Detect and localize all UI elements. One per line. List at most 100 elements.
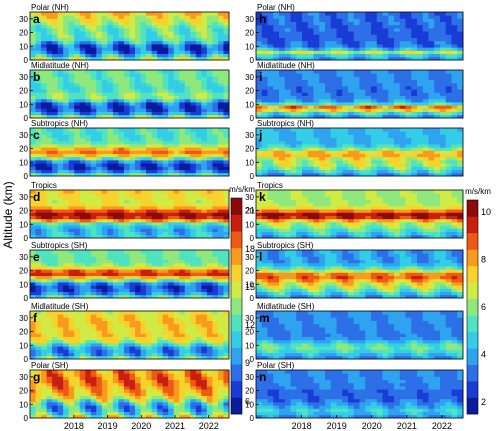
heatmap-cell [184, 98, 191, 103]
heatmap-cell [422, 18, 429, 22]
heatmap-cell [90, 282, 97, 286]
heatmap-cell [434, 105, 441, 109]
heatmap-cell [217, 389, 224, 393]
heatmap-cell [129, 202, 136, 207]
y-tick-label: 20 [19, 387, 28, 396]
heatmap-cell [41, 339, 47, 344]
heatmap-cell [57, 15, 64, 19]
heatmap-cell [428, 53, 435, 58]
heatmap-cell [325, 12, 332, 16]
heatmap-cell [63, 285, 70, 289]
heatmap-cell [179, 105, 186, 109]
heatmap-cell [101, 163, 108, 167]
heatmap-cell [85, 379, 92, 384]
heatmap-cell [162, 89, 169, 93]
heatmap-cell [348, 50, 355, 54]
heatmap-cell [256, 76, 263, 80]
heatmap-cell [79, 408, 86, 412]
heatmap-cell [212, 346, 219, 350]
heatmap-cell [382, 21, 389, 26]
heatmap-cell [302, 79, 309, 84]
heatmap-cell [57, 111, 64, 116]
heatmap-cell [179, 56, 186, 61]
heatmap-cell [359, 70, 366, 74]
heatmap-cell [445, 86, 452, 90]
heatmap-cell [307, 40, 314, 45]
heatmap-cell [79, 76, 86, 80]
heatmap-cell [217, 44, 224, 48]
heatmap-cell [146, 34, 153, 38]
heatmap-cell [85, 166, 92, 170]
heatmap-cell [168, 323, 175, 328]
heatmap-cell [162, 79, 169, 84]
heatmap-cell [162, 330, 169, 334]
heatmap-cell [101, 212, 108, 216]
heatmap-cell [157, 111, 164, 116]
heatmap-cell [302, 111, 309, 116]
heatmap-cell [157, 330, 164, 334]
heatmap-cell [376, 12, 383, 16]
heatmap-cell [63, 202, 70, 207]
heatmap-cell [79, 209, 86, 213]
heatmap-cell [212, 411, 219, 416]
heatmap-cell [46, 376, 53, 380]
heatmap-cell [74, 218, 81, 223]
heatmap-cell [457, 82, 464, 87]
heatmap-cell [179, 166, 186, 170]
heatmap-cell [201, 114, 208, 119]
heatmap-cell [206, 160, 213, 164]
heatmap-cell [30, 282, 36, 286]
heatmap-cell [112, 50, 119, 54]
heatmap-cell [129, 231, 136, 236]
heatmap-cell [342, 86, 349, 90]
heatmap-cell [440, 70, 447, 74]
heatmap-cell [201, 153, 208, 158]
heatmap-cell [201, 209, 208, 213]
heatmap-cell [179, 379, 186, 384]
heatmap-cell [96, 269, 103, 273]
heatmap-cell [261, 76, 268, 80]
heatmap-cell [118, 405, 125, 409]
heatmap-cell [162, 333, 169, 337]
heatmap-cell [399, 73, 406, 77]
heatmap-cell [206, 70, 213, 74]
heatmap-cell [85, 140, 92, 145]
heatmap-cell [101, 147, 108, 151]
heatmap-cell [79, 225, 86, 229]
heatmap-cell [57, 262, 64, 267]
heatmap-cell [445, 50, 452, 54]
y-tick-label: 0 [250, 56, 255, 65]
heatmap-cell [135, 160, 141, 164]
heatmap-cell [123, 131, 130, 135]
heatmap-cell [162, 82, 169, 87]
heatmap-cell [223, 250, 230, 254]
heatmap-cell [313, 31, 320, 35]
heatmap-cell [168, 212, 175, 216]
heatmap-cell [457, 79, 464, 84]
heatmap-cell [348, 102, 355, 106]
heatmap-cell [107, 411, 114, 416]
heatmap-cell [313, 28, 320, 32]
heatmap-cell [57, 386, 64, 390]
heatmap-cell [68, 269, 75, 273]
heatmap-cell [184, 395, 191, 400]
heatmap-cell [284, 21, 291, 26]
heatmap-cell [223, 114, 230, 119]
heatmap-cell [201, 225, 208, 229]
heatmap-cell [319, 50, 326, 54]
heatmap-cell [388, 50, 395, 54]
heatmap-cell [290, 73, 297, 77]
heatmap-cell [35, 28, 42, 32]
heatmap-cell [57, 355, 64, 360]
heatmap-cell [96, 386, 103, 390]
heatmap-cell [195, 352, 202, 357]
heatmap-cell [35, 134, 42, 138]
heatmap-cell [359, 44, 366, 48]
heatmap-cell [223, 86, 230, 90]
heatmap-cell [41, 373, 47, 377]
heatmap-cell [162, 92, 169, 96]
heatmap-cell [135, 28, 141, 32]
heatmap-cell [296, 79, 303, 84]
heatmap-cell [217, 288, 224, 292]
